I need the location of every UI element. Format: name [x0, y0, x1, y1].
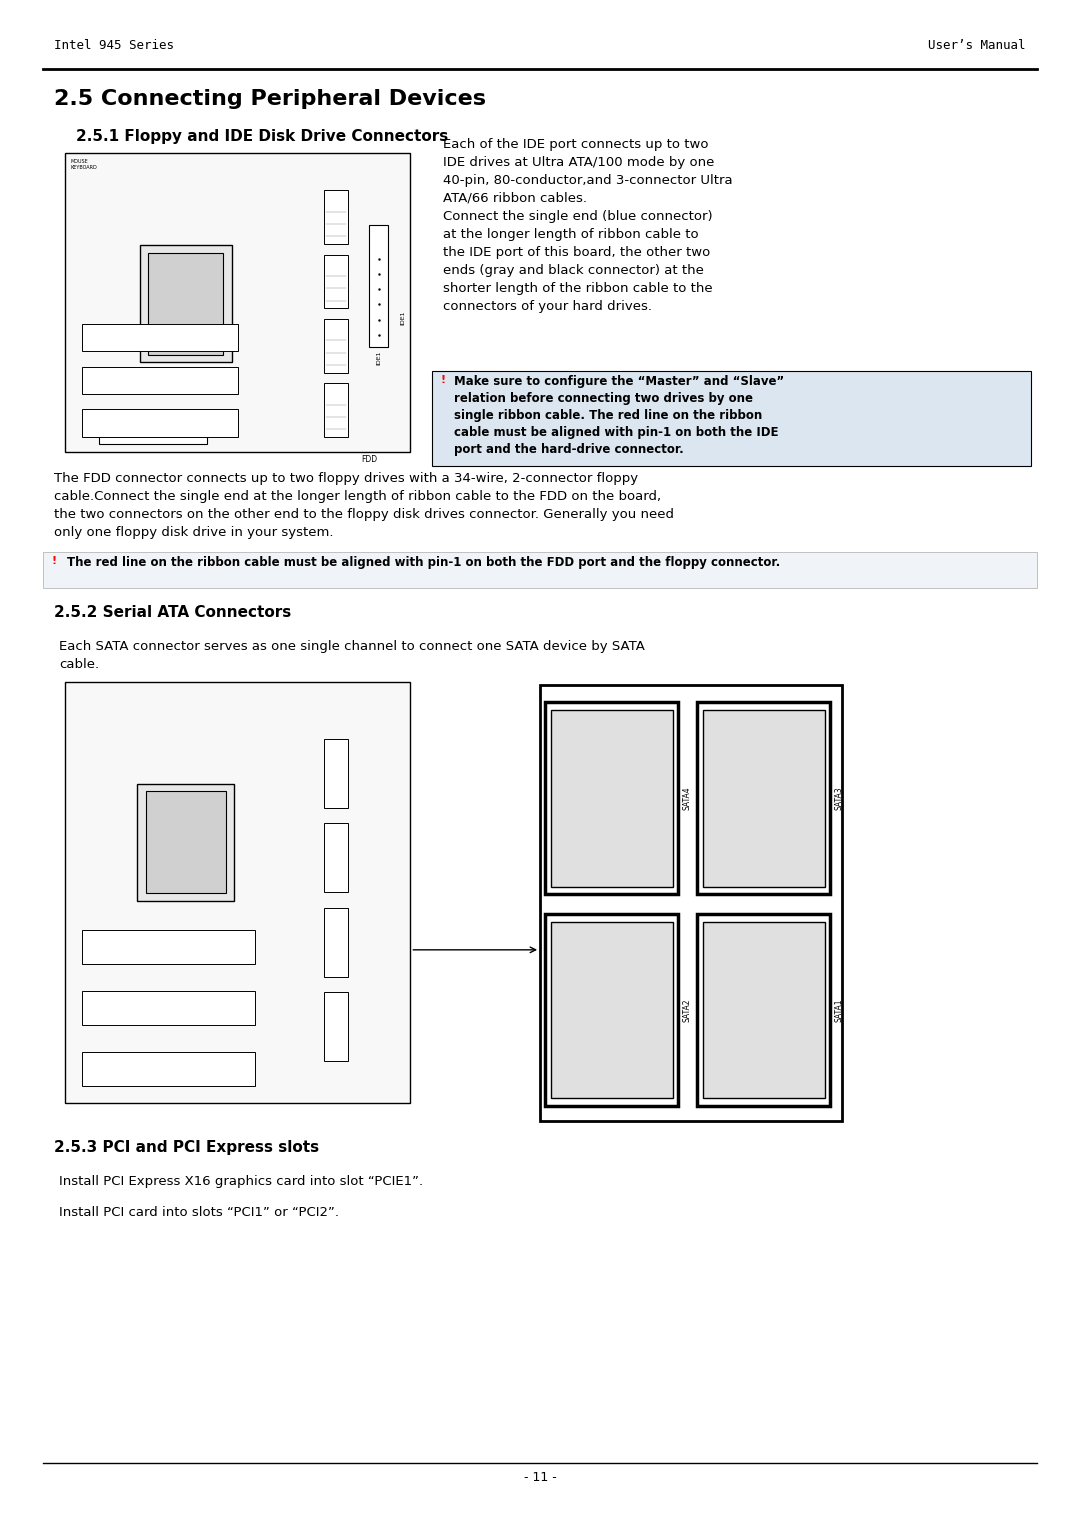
FancyBboxPatch shape [698, 915, 831, 1106]
Text: 2.5.2 Serial ATA Connectors: 2.5.2 Serial ATA Connectors [54, 605, 292, 620]
FancyBboxPatch shape [82, 409, 238, 437]
Text: 2.5.1 Floppy and IDE Disk Drive Connectors: 2.5.1 Floppy and IDE Disk Drive Connecto… [76, 129, 448, 144]
FancyBboxPatch shape [324, 190, 348, 244]
Text: MOUSE
KEYBOARD: MOUSE KEYBOARD [70, 159, 97, 170]
FancyBboxPatch shape [324, 254, 348, 308]
Text: Install PCI Express X16 graphics card into slot “PCIE1”.: Install PCI Express X16 graphics card in… [59, 1175, 423, 1187]
FancyBboxPatch shape [146, 791, 226, 893]
Text: Make sure to configure the “Master” and “Slave”
relation before connecting two d: Make sure to configure the “Master” and … [454, 375, 784, 457]
Text: 2.5.3 PCI and PCI Express slots: 2.5.3 PCI and PCI Express slots [54, 1140, 319, 1155]
FancyBboxPatch shape [703, 922, 825, 1098]
Text: Install PCI card into slots “PCI1” or “PCI2”.: Install PCI card into slots “PCI1” or “P… [59, 1206, 339, 1218]
FancyBboxPatch shape [698, 702, 831, 895]
FancyBboxPatch shape [540, 685, 842, 1121]
FancyBboxPatch shape [545, 915, 678, 1106]
Text: User’s Manual: User’s Manual [929, 40, 1026, 52]
Text: SATA4: SATA4 [683, 786, 692, 810]
FancyBboxPatch shape [324, 740, 348, 809]
Text: !: ! [441, 375, 446, 386]
Text: FDD: FDD [361, 455, 377, 464]
Text: IDE1: IDE1 [376, 351, 381, 365]
FancyBboxPatch shape [703, 709, 825, 887]
FancyBboxPatch shape [369, 225, 389, 348]
FancyBboxPatch shape [324, 319, 348, 372]
Text: Intel 945 Series: Intel 945 Series [54, 40, 174, 52]
Text: SATA3: SATA3 [835, 786, 843, 810]
Text: !: ! [52, 556, 57, 567]
FancyBboxPatch shape [324, 383, 348, 437]
FancyBboxPatch shape [324, 824, 348, 892]
Text: Each SATA connector serves as one single channel to connect one SATA device by S: Each SATA connector serves as one single… [59, 640, 645, 671]
FancyBboxPatch shape [43, 552, 1037, 588]
Text: The FDD connector connects up to two floppy drives with a 34-wire, 2-connector f: The FDD connector connects up to two flo… [54, 472, 674, 539]
FancyBboxPatch shape [65, 153, 410, 452]
FancyBboxPatch shape [545, 702, 678, 895]
FancyBboxPatch shape [82, 1052, 255, 1086]
Text: Each of the IDE port connects up to two
IDE drives at Ultra ATA/100 mode by one
: Each of the IDE port connects up to two … [443, 138, 732, 313]
FancyBboxPatch shape [82, 991, 255, 1025]
Text: SATA1: SATA1 [835, 999, 843, 1022]
FancyBboxPatch shape [82, 366, 238, 394]
Text: SATA2: SATA2 [683, 999, 692, 1022]
FancyBboxPatch shape [140, 245, 231, 363]
FancyBboxPatch shape [82, 323, 238, 351]
Text: 2.5 Connecting Peripheral Devices: 2.5 Connecting Peripheral Devices [54, 89, 486, 109]
FancyBboxPatch shape [82, 930, 255, 964]
FancyBboxPatch shape [324, 907, 348, 977]
Text: The red line on the ribbon cable must be aligned with pin-1 on both the FDD port: The red line on the ribbon cable must be… [67, 556, 780, 568]
FancyBboxPatch shape [137, 784, 234, 901]
FancyBboxPatch shape [432, 371, 1031, 466]
Text: - 11 -: - 11 - [524, 1471, 556, 1483]
FancyBboxPatch shape [324, 993, 348, 1060]
Text: IDE1: IDE1 [400, 311, 405, 325]
FancyBboxPatch shape [551, 922, 673, 1098]
FancyBboxPatch shape [65, 682, 410, 1103]
FancyBboxPatch shape [99, 417, 207, 444]
FancyBboxPatch shape [148, 253, 222, 355]
FancyBboxPatch shape [551, 709, 673, 887]
